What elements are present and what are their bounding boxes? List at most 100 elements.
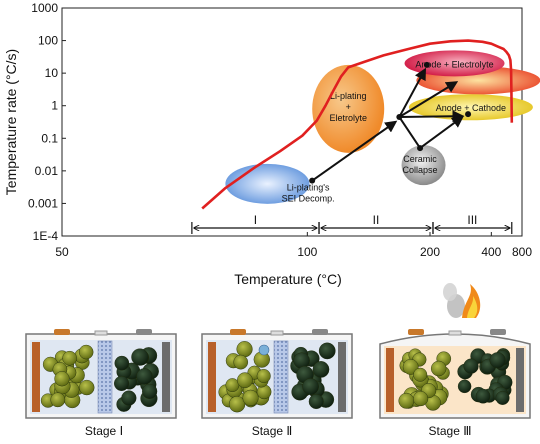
electrode-particle	[121, 390, 137, 406]
electrode-particle	[256, 369, 271, 383]
electrode-particle	[430, 360, 447, 377]
y-tick-label: 1	[51, 99, 58, 113]
electrode-particle	[318, 342, 336, 360]
annotation-label-line: Li-plating's	[287, 183, 330, 193]
electrode-particle	[142, 383, 158, 399]
electrode-particle	[79, 379, 95, 396]
electrode-particle	[242, 389, 259, 406]
x-tick-label: 50	[55, 245, 69, 259]
stage-range-label: III	[467, 213, 477, 227]
electrode-particle	[312, 361, 330, 378]
electrode-particle	[457, 379, 472, 394]
x-tick-label: 800	[512, 245, 532, 259]
cathode-terminal	[136, 329, 152, 335]
plot-area: 1E-4 0.001 0.01 0.1 1 10 100 1000 50 100 200 400 800	[28, 1, 532, 259]
y-tick-label: 0.01	[35, 164, 59, 178]
cathode-collector	[338, 342, 346, 412]
electrode-particle	[50, 392, 66, 408]
stage-3-caption: Stage Ⅲ	[428, 424, 472, 438]
electrode-particle	[131, 348, 149, 366]
cathode-collector	[162, 342, 170, 412]
reaction-arrow	[399, 110, 465, 123]
series-line	[201, 39, 514, 210]
annotation-label-line: Eletrolyte	[329, 113, 367, 123]
electrode-particle	[228, 395, 246, 413]
electrode-particle	[413, 391, 429, 407]
annotation-label-line: SEI Decomp.	[282, 194, 335, 204]
stage-range-label: I	[254, 213, 257, 227]
reaction-blob	[404, 50, 505, 77]
reaction-arrow	[419, 115, 465, 149]
stage-bars: I II III	[191, 213, 513, 234]
electrode-particle	[302, 378, 319, 395]
y-axis-label: Temperature rate (°C/s)	[3, 49, 19, 195]
x-axis-label: Temperature (°C)	[234, 271, 342, 287]
reaction-blob	[312, 64, 385, 153]
electrode-particle	[308, 394, 324, 410]
reaction-dot	[423, 61, 430, 68]
annotation-label-line: +	[346, 102, 351, 112]
cathode-terminal	[490, 329, 506, 335]
cathode-terminal	[312, 329, 328, 335]
annotation-label-line: Ceramic	[403, 154, 437, 164]
annotation-label-line: Li-plating	[330, 91, 367, 101]
annotation-label: Anode + Electrolyte	[415, 59, 493, 69]
stage-1-caption: Stage Ⅰ	[84, 424, 124, 438]
electrode-particle	[237, 372, 253, 389]
separator	[273, 340, 289, 414]
x-tick-label: 200	[420, 245, 440, 259]
electrode-particle	[233, 354, 249, 370]
plot-frame	[61, 7, 523, 237]
vent	[94, 330, 108, 336]
vent	[448, 330, 462, 336]
annotation-label: Ceramic Collapse	[403, 154, 438, 175]
electrode-particle	[475, 388, 491, 404]
annotation-label: Li-plating's SEI Decomp.	[282, 183, 335, 204]
annotation-label: Anode + Cathode	[436, 103, 506, 113]
electrode-particle	[114, 375, 130, 391]
reaction-arrow	[398, 116, 421, 149]
anode-collector	[386, 348, 394, 412]
y-tick-label: 1E-4	[33, 229, 59, 243]
x-tick-label: 100	[297, 245, 317, 259]
anode-collector	[32, 342, 40, 412]
annotation-label: Li-plating + Eletrolyte	[329, 91, 367, 123]
reaction-dot	[465, 111, 472, 118]
electrode-particle	[463, 358, 479, 374]
electrode-particle	[413, 367, 428, 382]
electrode-particle	[236, 341, 253, 358]
y-tick-label: 0.001	[28, 196, 58, 210]
data-series	[201, 39, 514, 210]
reaction-arrow	[398, 67, 426, 118]
smoke	[443, 283, 457, 301]
y-tick-label: 0.1	[41, 131, 58, 145]
separator	[97, 340, 113, 414]
stage-2-caption: Stage Ⅱ	[251, 424, 293, 438]
stage-range-label: II	[373, 213, 380, 227]
electrode-particle	[136, 368, 153, 385]
electrode-particle	[62, 350, 77, 366]
cathode-collector	[516, 348, 524, 412]
electrode-particle	[54, 371, 70, 387]
electrode-particle	[495, 390, 510, 405]
reaction-arrow	[398, 81, 459, 118]
reaction-blob	[408, 94, 533, 121]
y-tick-label: 100	[38, 34, 58, 48]
reaction-blob	[401, 145, 446, 186]
gas-bubble	[258, 344, 270, 356]
anode-terminal	[408, 329, 424, 335]
anode-terminal	[230, 329, 246, 335]
annotations: Li-plating's SEI Decomp. Li-plating + Eletro…	[225, 50, 540, 204]
electrode-particle	[114, 355, 130, 371]
flame-core	[467, 296, 478, 318]
y-tick-label: 1000	[31, 1, 58, 15]
stage-panels	[25, 283, 531, 419]
anode-terminal	[54, 329, 70, 335]
x-tick-label: 400	[481, 245, 501, 259]
electrode-particle	[78, 344, 94, 360]
electrode-particle	[489, 352, 506, 369]
vent	[270, 330, 284, 336]
y-tick-label: 10	[45, 66, 59, 80]
anode-collector	[208, 342, 216, 412]
